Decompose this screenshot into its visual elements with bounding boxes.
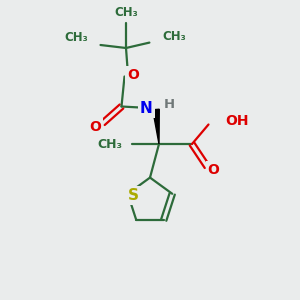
Text: O: O xyxy=(127,68,139,82)
Text: N: N xyxy=(140,100,153,116)
Text: H: H xyxy=(164,98,175,112)
Text: OH: OH xyxy=(225,114,248,128)
Text: O: O xyxy=(208,163,220,177)
Text: CH₃: CH₃ xyxy=(64,31,88,44)
Text: CH₃: CH₃ xyxy=(97,137,122,151)
Text: CH₃: CH₃ xyxy=(114,5,138,19)
Text: S: S xyxy=(128,188,139,203)
Polygon shape xyxy=(153,109,159,144)
Text: CH₃: CH₃ xyxy=(162,29,186,43)
Text: O: O xyxy=(89,120,101,134)
